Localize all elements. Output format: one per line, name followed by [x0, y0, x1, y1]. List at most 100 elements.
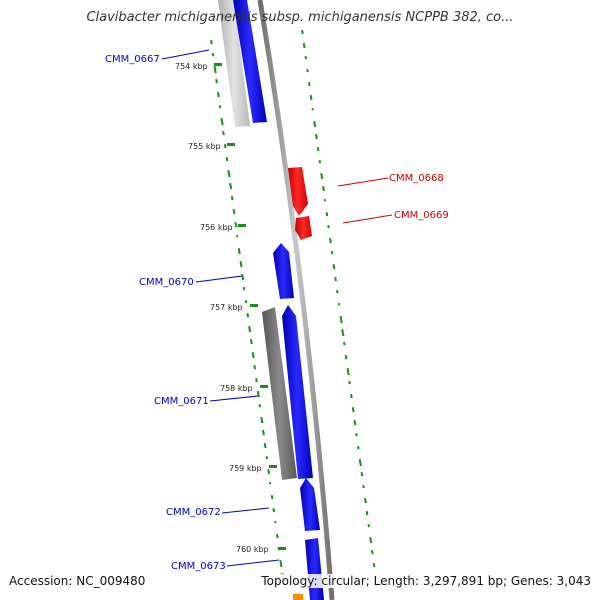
- gc-skew-mark: [339, 315, 343, 324]
- gc-skew-mark: [222, 131, 225, 136]
- gc-skew-mark: [275, 534, 279, 539]
- tick-label-760: 760 kbp: [236, 545, 269, 554]
- gc-skew-mark: [360, 471, 364, 477]
- gc-skew-mark: [232, 208, 236, 215]
- gc-skew-mark: [322, 186, 325, 192]
- gc-skew-mark: [241, 274, 245, 281]
- gc-skew-mark: [346, 367, 350, 376]
- gc-skew-mark: [357, 445, 360, 450]
- gene-label-cmm-0672[interactable]: CMM_0672: [166, 507, 221, 518]
- gc-skew-mark: [251, 352, 255, 359]
- tick-labels: 754 kbp 755 kbp 756 kbp 757 kbp 758 kbp …: [175, 62, 269, 554]
- gc-skew-mark: [353, 420, 357, 426]
- gc-skew-mark: [364, 498, 367, 504]
- gc-skew-mark: [216, 92, 220, 98]
- gc-skew-inner-track: [210, 40, 285, 581]
- gc-skew-mark: [343, 342, 346, 346]
- gc-skew-mark: [263, 442, 267, 449]
- gc-skew-mark: [260, 417, 264, 424]
- gc-skew-mark: [325, 211, 329, 217]
- gc-skew-mark: [248, 325, 252, 333]
- gc-skew-mark: [304, 55, 308, 60]
- gc-skew-mark: [270, 494, 274, 500]
- genome-stats-text: Topology: circular; Length: 3,297,891 bp…: [261, 574, 591, 588]
- gc-skew-mark: [334, 277, 337, 282]
- gc-skew-mark: [211, 53, 215, 57]
- gc-skew-mark: [274, 521, 277, 524]
- gene-label-cmm-0668[interactable]: CMM_0668: [389, 173, 444, 184]
- gene-label-lines: [161, 49, 393, 567]
- gene-label-cmm-0670[interactable]: CMM_0670: [139, 277, 194, 288]
- gc-skew-mark: [213, 66, 217, 74]
- gc-skew-mark: [227, 170, 231, 178]
- gc-skew-mark: [279, 560, 283, 568]
- gc-skew-mark: [218, 105, 222, 109]
- gc-skew-mark: [337, 303, 341, 306]
- gc-skew-mark: [268, 482, 272, 485]
- gc-skew-mark: [234, 221, 238, 228]
- gc-skew-mark: [311, 107, 314, 111]
- gc-skew-outer-track: [301, 30, 377, 579]
- gc-skew-mark: [371, 550, 374, 555]
- gc-skew-mark: [365, 510, 369, 516]
- gc-skew-mark: [318, 159, 322, 164]
- tick-mark: [260, 385, 268, 388]
- tick-label-757: 757 kbp: [210, 303, 243, 312]
- gc-skew-mark: [315, 134, 318, 140]
- tick-mark: [269, 465, 277, 468]
- gene-cmm-0671[interactable]: [262, 307, 297, 480]
- gc-skew-mark: [350, 393, 353, 399]
- gene-label-cmm-0667[interactable]: CMM_0667: [105, 54, 160, 65]
- tick-marks: [214, 63, 286, 550]
- tick-mark: [227, 143, 235, 146]
- gene-cmm-0672[interactable]: [300, 478, 320, 531]
- gc-skew-mark: [369, 537, 373, 544]
- gene-orange-feature[interactable]: [293, 594, 303, 600]
- gene-cmm-0666-other[interactable]: [218, 0, 250, 127]
- gene-cmm-0673[interactable]: [305, 538, 324, 600]
- gc-skew-mark: [308, 82, 311, 87]
- gc-skew-mark: [223, 144, 227, 149]
- gc-skew-mark: [230, 195, 234, 201]
- tick-label-754: 754 kbp: [175, 62, 208, 71]
- gc-skew-mark: [215, 79, 218, 84]
- gc-skew-mark: [236, 235, 239, 238]
- gc-skew-mark: [253, 364, 256, 370]
- gc-skew-mark: [367, 524, 371, 528]
- gene-features: [218, 0, 324, 600]
- gene-label-cmm-0671[interactable]: CMM_0671: [154, 396, 209, 407]
- gc-skew-mark: [301, 30, 304, 35]
- gc-skew-mark: [351, 406, 355, 413]
- gc-skew-mark: [344, 354, 348, 360]
- gc-skew-mark: [272, 507, 276, 513]
- gc-skew-mark: [237, 247, 241, 255]
- gc-skew-mark: [327, 225, 330, 229]
- gc-skew-mark: [229, 182, 233, 190]
- gc-skew-mark: [262, 430, 265, 436]
- gc-skew-mark: [210, 40, 213, 45]
- gc-skew-mark: [256, 390, 260, 398]
- gc-skew-mark: [302, 42, 306, 49]
- gene-label-cmm-0673[interactable]: CMM_0673: [171, 561, 226, 572]
- gene-cmm-0670[interactable]: [273, 243, 294, 299]
- gc-skew-mark: [329, 238, 332, 244]
- tick-label-759: 759 kbp: [229, 464, 262, 473]
- gc-skew-mark: [239, 261, 243, 268]
- gene-label-cmm-0669[interactable]: CMM_0669: [394, 210, 449, 221]
- gc-skew-mark: [306, 68, 309, 73]
- gc-skew-mark: [323, 198, 327, 202]
- tick-mark: [214, 63, 222, 66]
- gc-skew-mark: [225, 157, 229, 162]
- gc-skew-mark: [242, 287, 246, 291]
- gc-skew-mark: [348, 381, 351, 385]
- gene-labels: CMM_0667 CMM_0668 CMM_0669 CMM_0670 CMM_…: [105, 54, 449, 572]
- gene-cmm-0668[interactable]: [288, 167, 308, 216]
- gene-cmm-0667[interactable]: [233, 0, 267, 123]
- gc-skew-mark: [313, 120, 317, 128]
- gc-skew-mark: [341, 329, 345, 337]
- gene-forward-long[interactable]: [282, 305, 313, 479]
- gene-cmm-0669[interactable]: [295, 216, 312, 240]
- tick-label-756: 756 kbp: [200, 223, 233, 232]
- gc-skew-mark: [316, 146, 320, 152]
